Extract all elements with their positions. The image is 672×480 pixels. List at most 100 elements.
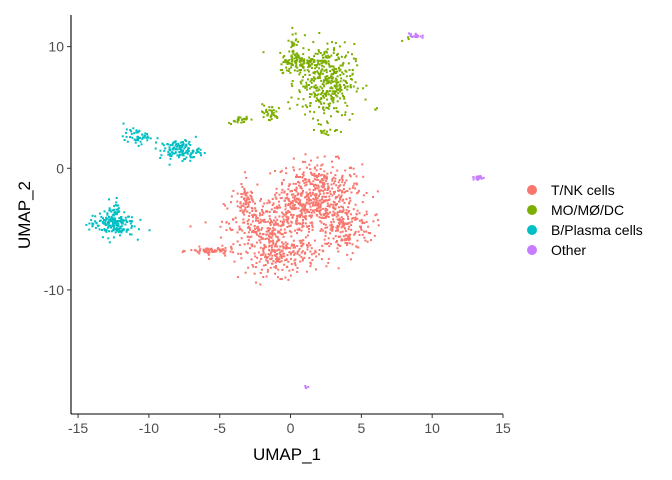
data-point: [259, 218, 262, 221]
data-point: [112, 236, 115, 239]
data-point: [323, 93, 326, 96]
data-point: [279, 251, 282, 254]
data-point: [313, 77, 316, 80]
data-point: [133, 132, 136, 135]
data-point: [339, 209, 341, 212]
data-point: [290, 82, 293, 85]
data-point: [247, 203, 250, 206]
data-point: [321, 216, 324, 219]
data-point: [308, 225, 311, 228]
data-point: [255, 217, 258, 220]
data-point: [254, 202, 256, 205]
data-point: [317, 93, 320, 96]
data-point: [341, 178, 344, 181]
data-point: [352, 57, 355, 60]
data-point: [335, 241, 338, 244]
data-point: [338, 221, 340, 224]
data-point: [287, 209, 290, 212]
data-point: [331, 41, 333, 44]
data-point: [299, 204, 302, 207]
data-point: [321, 68, 324, 71]
data-point: [207, 253, 210, 256]
data-point: [240, 209, 243, 212]
data-point: [325, 91, 328, 94]
data-point: [301, 64, 304, 67]
data-point: [326, 211, 329, 214]
data-point: [282, 255, 285, 258]
data-point: [351, 217, 354, 220]
data-point: [348, 221, 351, 224]
data-point: [360, 229, 363, 231]
data-point: [295, 190, 298, 193]
data-point: [129, 222, 132, 225]
data-point: [272, 226, 275, 229]
data-point: [298, 227, 301, 230]
data-point: [96, 224, 99, 227]
data-point: [244, 202, 247, 205]
data-point: [286, 218, 289, 221]
data-point: [330, 86, 333, 89]
data-point: [321, 198, 323, 201]
data-point: [322, 81, 325, 83]
data-point: [314, 64, 316, 67]
data-point: [288, 211, 291, 213]
data-point: [316, 156, 319, 159]
x-tick-label: 0: [287, 420, 295, 436]
data-point: [374, 214, 377, 217]
data-point: [270, 219, 273, 222]
data-point: [270, 244, 273, 247]
data-point: [167, 143, 170, 146]
data-point: [314, 268, 317, 271]
data-point: [296, 54, 299, 57]
data-point: [333, 47, 336, 50]
data-point: [277, 260, 280, 263]
data-point: [321, 54, 324, 57]
data-point: [348, 187, 351, 190]
data-point: [244, 271, 247, 274]
data-point: [135, 129, 138, 132]
data-point: [313, 59, 316, 62]
data-point: [284, 259, 287, 262]
data-point: [107, 218, 110, 221]
data-point: [319, 189, 322, 192]
data-point: [140, 143, 143, 146]
data-point: [337, 67, 340, 70]
data-point: [363, 221, 366, 224]
data-point: [306, 245, 309, 248]
data-point: [313, 252, 316, 255]
data-point: [239, 252, 242, 255]
data-point: [315, 213, 318, 216]
data-point: [110, 218, 112, 220]
data-point: [280, 228, 282, 231]
data-point: [316, 70, 319, 73]
data-point: [285, 211, 288, 214]
data-point: [297, 207, 300, 210]
data-point: [347, 215, 349, 218]
data-point: [330, 171, 333, 174]
data-point: [192, 156, 195, 158]
data-point: [281, 181, 283, 184]
data-point: [204, 221, 207, 224]
data-point: [191, 156, 194, 159]
data-point: [262, 276, 265, 278]
data-point: [336, 224, 339, 227]
x-tick-label: 10: [424, 420, 440, 436]
data-point: [320, 97, 323, 100]
data-point: [317, 60, 320, 63]
data-point: [356, 183, 358, 186]
data-point: [369, 232, 372, 235]
data-point: [288, 225, 291, 228]
data-point: [124, 216, 127, 219]
data-point: [290, 96, 293, 99]
data-point: [289, 71, 292, 74]
data-point: [342, 61, 345, 64]
data-point: [328, 245, 331, 248]
data-point: [274, 244, 277, 247]
data-point: [347, 239, 350, 242]
data-point: [317, 98, 319, 101]
data-point: [251, 207, 254, 210]
data-point: [327, 54, 330, 57]
data-point: [347, 62, 350, 65]
data-point: [206, 247, 209, 250]
data-point: [290, 258, 292, 260]
